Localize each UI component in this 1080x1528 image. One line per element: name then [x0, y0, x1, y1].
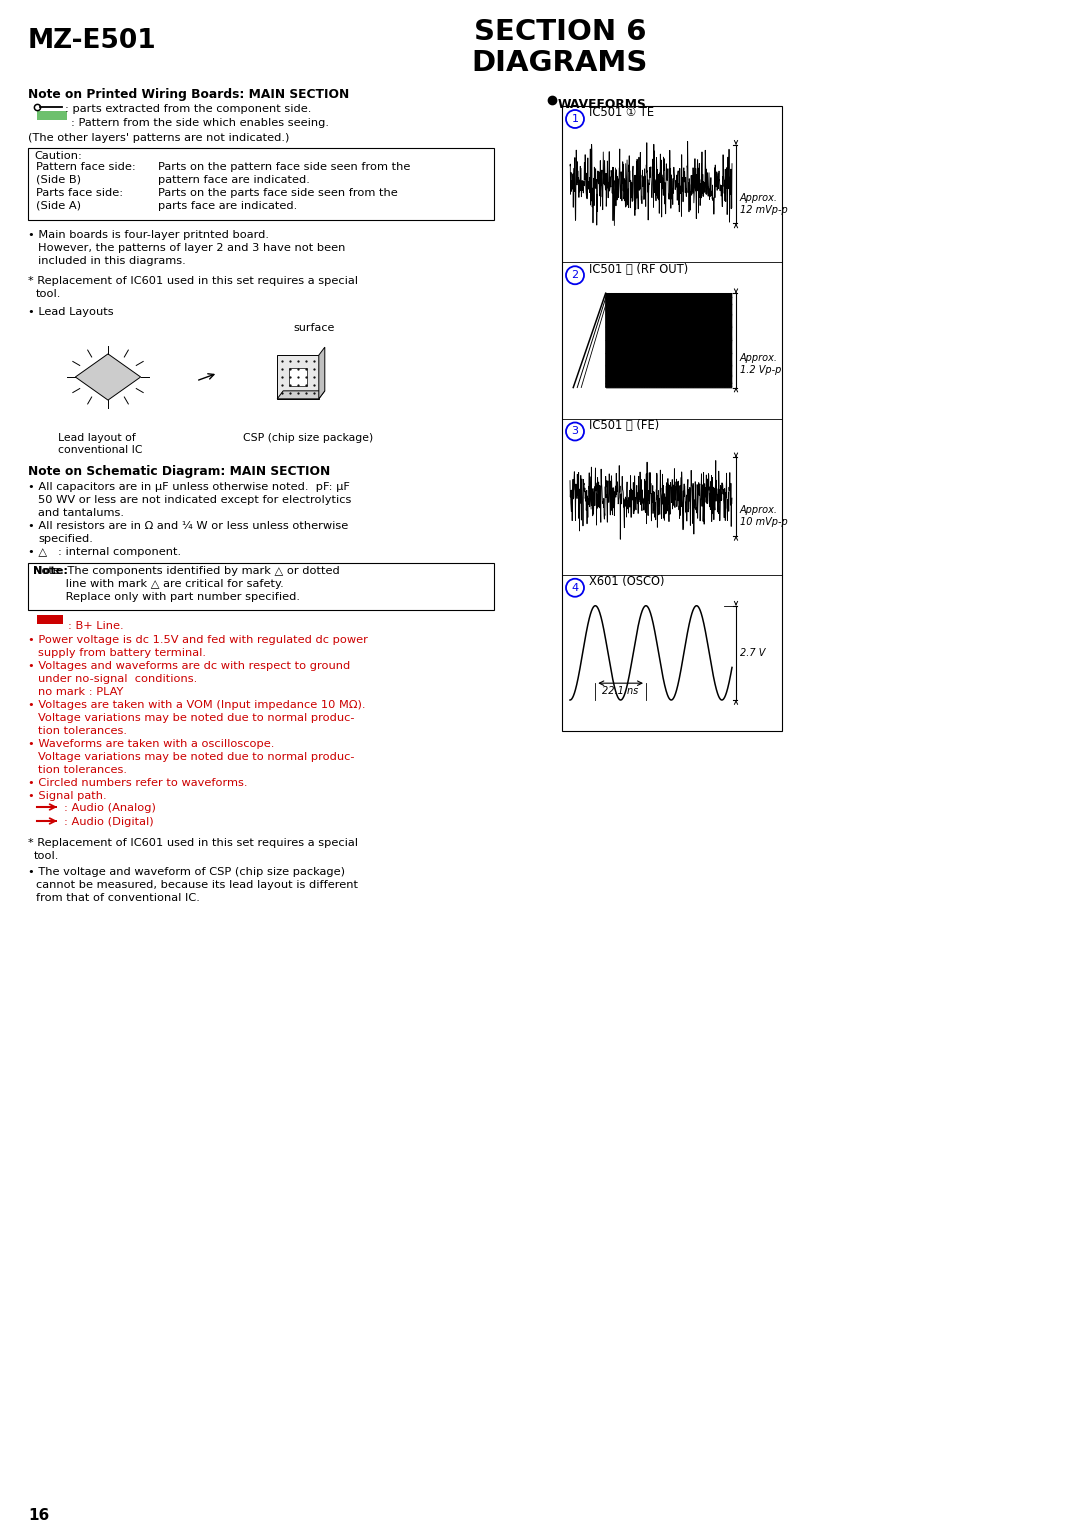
Text: 16: 16: [28, 1508, 50, 1523]
Text: Pattern face side:: Pattern face side:: [36, 162, 136, 173]
Text: • Power voltage is dc 1.5V and fed with regulated dc power: • Power voltage is dc 1.5V and fed with …: [28, 636, 368, 645]
Text: • Signal path.: • Signal path.: [28, 792, 107, 801]
Text: Approx.
1.2 Vp-p: Approx. 1.2 Vp-p: [740, 353, 781, 376]
Bar: [28, 562, 494, 610]
Text: MZ-E501: MZ-E501: [28, 28, 157, 53]
Bar: [37, 112, 67, 121]
Text: • Lead Layouts: • Lead Layouts: [28, 307, 113, 316]
Bar: [288, 368, 308, 387]
Text: : Audio (Digital): : Audio (Digital): [64, 817, 153, 827]
Text: • Voltages are taken with a VOM (Input impedance 10 MΩ).: • Voltages are taken with a VOM (Input i…: [28, 700, 365, 711]
Text: X601 (OSCO): X601 (OSCO): [589, 575, 664, 588]
Text: specified.: specified.: [38, 533, 93, 544]
Text: • All capacitors are in μF unless otherwise noted.  pF: μF: • All capacitors are in μF unless otherw…: [28, 481, 350, 492]
Text: : parts extracted from the component side.: : parts extracted from the component sid…: [65, 104, 311, 115]
Text: 2.7 V: 2.7 V: [740, 648, 766, 659]
Text: 3: 3: [571, 426, 579, 437]
Text: • Voltages and waveforms are dc with respect to ground: • Voltages and waveforms are dc with res…: [28, 662, 350, 671]
Text: SECTION 6
DIAGRAMS: SECTION 6 DIAGRAMS: [472, 18, 648, 78]
Polygon shape: [76, 354, 140, 400]
Text: 50 WV or less are not indicated except for electrolytics: 50 WV or less are not indicated except f…: [38, 495, 351, 504]
Text: Approx.
10 mVp-p: Approx. 10 mVp-p: [740, 506, 787, 527]
Text: (Side A): (Side A): [36, 202, 81, 211]
Text: pattern face are indicated.: pattern face are indicated.: [158, 176, 310, 185]
Text: However, the patterns of layer 2 and 3 have not been: However, the patterns of layer 2 and 3 h…: [38, 243, 346, 254]
Text: Note on Printed Wiring Boards: MAIN SECTION: Note on Printed Wiring Boards: MAIN SECT…: [28, 89, 349, 101]
Text: • The voltage and waveform of CSP (chip size package): • The voltage and waveform of CSP (chip …: [28, 866, 345, 877]
Bar: [37, 614, 63, 623]
Text: Replace only with part number specified.: Replace only with part number specified.: [33, 591, 300, 602]
Text: Parts on the pattern face side seen from the: Parts on the pattern face side seen from…: [158, 162, 410, 173]
Text: IC501 ① TE: IC501 ① TE: [589, 107, 654, 119]
Text: Parts face side:: Parts face side:: [36, 188, 123, 199]
Text: Voltage variations may be noted due to normal produc-: Voltage variations may be noted due to n…: [38, 714, 354, 723]
Text: (Side B): (Side B): [36, 176, 81, 185]
Text: surface: surface: [293, 322, 335, 333]
Text: included in this diagrams.: included in this diagrams.: [38, 257, 186, 266]
Text: 1: 1: [571, 115, 579, 124]
Text: (The other layers' patterns are not indicated.): (The other layers' patterns are not indi…: [28, 133, 289, 144]
Text: • △   : internal component.: • △ : internal component.: [28, 547, 181, 558]
Text: 4: 4: [571, 582, 579, 593]
Text: Voltage variations may be noted due to normal produc-: Voltage variations may be noted due to n…: [38, 752, 354, 762]
Text: no mark : PLAY: no mark : PLAY: [38, 688, 123, 697]
Bar: [28, 148, 494, 220]
Text: Note:: Note:: [33, 565, 68, 576]
Text: Note: The components identified by mark △ or dotted: Note: The components identified by mark …: [33, 565, 340, 576]
Text: : Audio (Analog): : Audio (Analog): [64, 804, 156, 813]
Text: Caution:: Caution:: [33, 151, 82, 160]
Polygon shape: [319, 347, 325, 399]
Text: 22.1 ns: 22.1 ns: [603, 686, 638, 697]
Polygon shape: [278, 391, 325, 399]
Text: • Waveforms are taken with a oscilloscope.: • Waveforms are taken with a oscilloscop…: [28, 740, 274, 749]
Text: : Pattern from the side which enables seeing.: : Pattern from the side which enables se…: [71, 118, 329, 128]
Text: WAVEFORMS: WAVEFORMS: [558, 98, 647, 112]
Text: • Circled numbers refer to waveforms.: • Circled numbers refer to waveforms.: [28, 778, 247, 788]
Text: cannot be measured, because its lead layout is different: cannot be measured, because its lead lay…: [36, 880, 357, 889]
Text: supply from battery terminal.: supply from battery terminal.: [38, 648, 206, 659]
Text: IC501 㐲 (FE): IC501 㐲 (FE): [589, 419, 659, 432]
Text: : B+ Line.: : B+ Line.: [68, 620, 123, 631]
Text: IC501 ㎓ (RF OUT): IC501 ㎓ (RF OUT): [589, 263, 688, 275]
Text: from that of conventional IC.: from that of conventional IC.: [36, 892, 200, 903]
Text: * Replacement of IC601 used in this set requires a special: * Replacement of IC601 used in this set …: [28, 837, 357, 848]
Bar: [562, 105, 782, 730]
Text: 2: 2: [571, 270, 579, 280]
Text: Lead layout of
conventional IC: Lead layout of conventional IC: [58, 432, 143, 455]
Text: tion tolerances.: tion tolerances.: [38, 766, 127, 775]
Text: • Main boards is four-layer pritnted board.: • Main boards is four-layer pritnted boa…: [28, 231, 269, 240]
Polygon shape: [278, 354, 319, 399]
Text: Approx.
12 mVp-p: Approx. 12 mVp-p: [740, 193, 787, 215]
Text: Parts on the parts face side seen from the: Parts on the parts face side seen from t…: [158, 188, 397, 199]
Text: under no-signal  conditions.: under no-signal conditions.: [38, 674, 198, 685]
Text: tool.: tool.: [33, 851, 59, 860]
Text: tion tolerances.: tion tolerances.: [38, 726, 127, 736]
Text: tool.: tool.: [36, 289, 62, 299]
Text: and tantalums.: and tantalums.: [38, 507, 124, 518]
Text: line with mark △ are critical for safety.: line with mark △ are critical for safety…: [33, 579, 284, 588]
Text: parts face are indicated.: parts face are indicated.: [158, 202, 297, 211]
Text: * Replacement of IC601 used in this set requires a special: * Replacement of IC601 used in this set …: [28, 277, 357, 286]
Text: Note on Schematic Diagram: MAIN SECTION: Note on Schematic Diagram: MAIN SECTION: [28, 465, 330, 478]
Text: CSP (chip size package): CSP (chip size package): [243, 432, 374, 443]
Text: • All resistors are in Ω and ¹⁄₄ W or less unless otherwise: • All resistors are in Ω and ¹⁄₄ W or le…: [28, 521, 348, 532]
